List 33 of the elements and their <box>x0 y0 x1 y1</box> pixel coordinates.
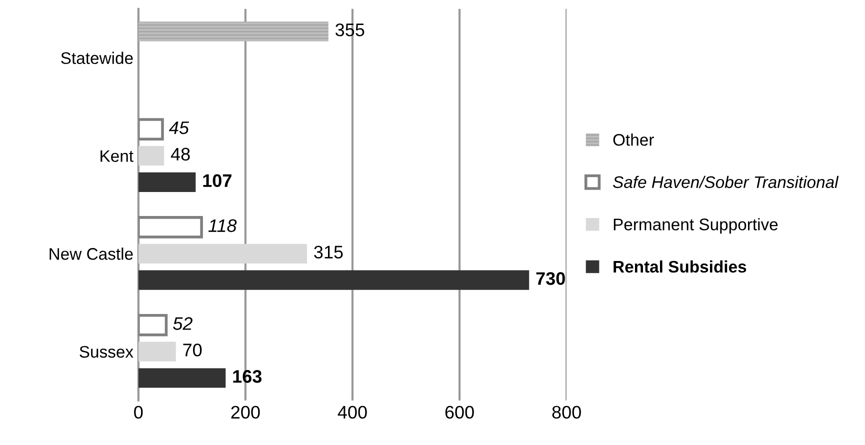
data-label: 730 <box>536 272 565 285</box>
data-label: 70 <box>183 344 202 356</box>
data-label: 315 <box>314 246 343 258</box>
bar <box>138 172 196 192</box>
bar <box>138 216 203 238</box>
legend-label: Permanent Supportive <box>614 218 778 234</box>
data-label: 45 <box>169 122 190 134</box>
legend-label: Safe Haven/Sober Transitional <box>612 176 839 188</box>
bar <box>138 314 168 336</box>
x-tick-label: 400 <box>338 406 367 419</box>
bar <box>138 368 226 388</box>
x-tick-label: 0 <box>134 406 143 419</box>
y-tick-label: Statewide <box>61 52 133 64</box>
data-label: 48 <box>170 148 190 161</box>
data-label: 118 <box>208 219 237 232</box>
data-label: 355 <box>336 23 364 36</box>
y-tick-label: Kent <box>100 150 134 162</box>
x-tick-label: 600 <box>445 406 474 419</box>
x-tick-label: 200 <box>231 406 260 419</box>
data-label: 163 <box>233 370 262 383</box>
data-label: 52 <box>173 317 192 330</box>
bar <box>138 270 530 290</box>
legend-label: Rental Subsidies <box>614 260 746 273</box>
data-label: 107 <box>203 174 232 188</box>
bar <box>138 244 307 264</box>
bar <box>138 22 328 42</box>
bar <box>138 118 164 140</box>
legend-label: Other <box>613 134 654 146</box>
y-tick-label: New Castle <box>50 248 133 260</box>
bar <box>138 146 164 166</box>
x-tick-label: 800 <box>552 406 581 419</box>
bar <box>138 342 176 362</box>
y-tick-label: Sussex <box>80 346 134 358</box>
